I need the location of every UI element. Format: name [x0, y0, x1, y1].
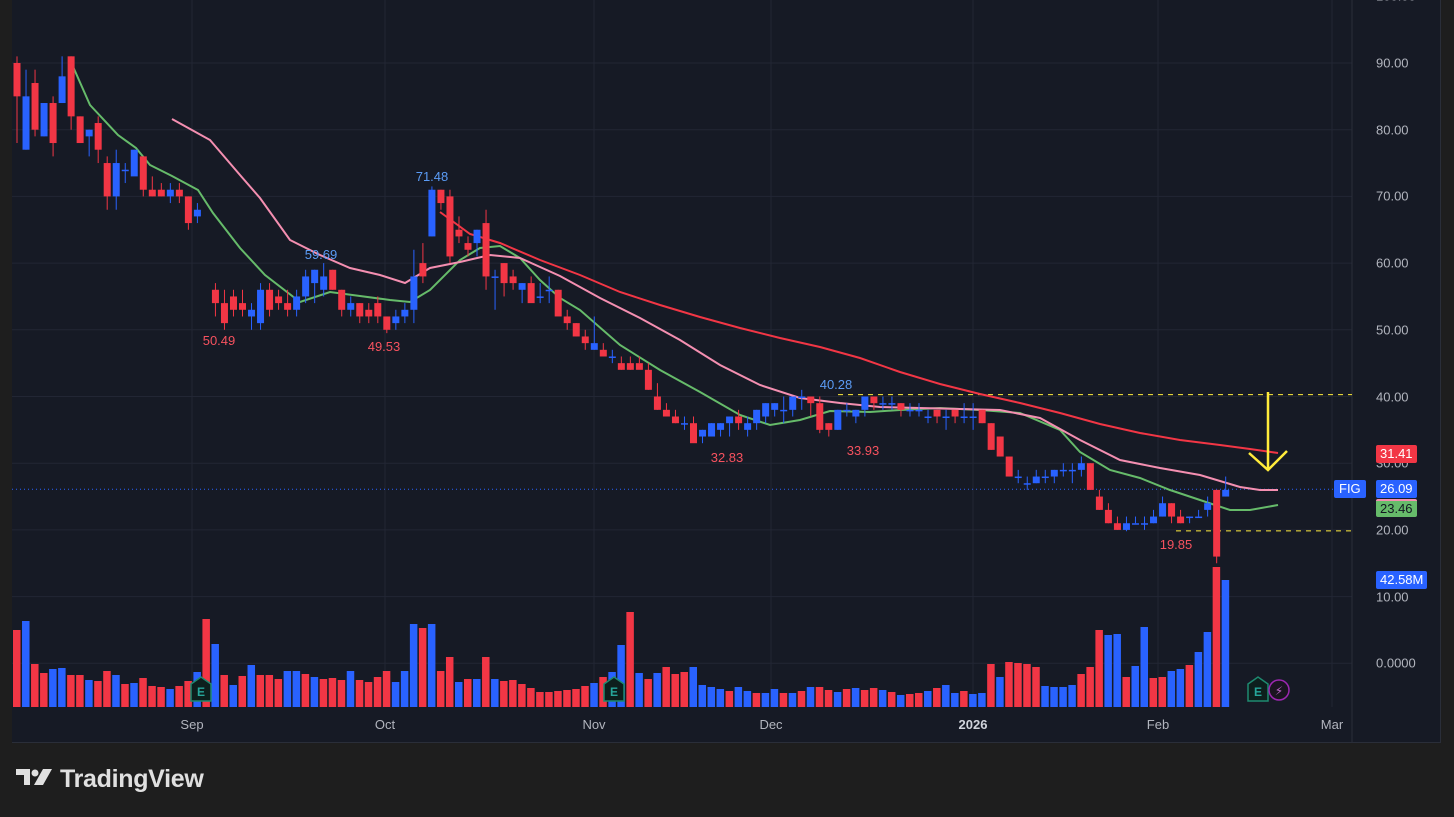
y-axis-label: 20.00 [1376, 522, 1409, 538]
sma-long-line [439, 211, 1279, 454]
price-chart[interactable]: E E E ⚡ [12, 0, 1440, 742]
ema-mid-line [171, 118, 1278, 491]
x-axis-label: Nov [582, 717, 606, 732]
svg-text:E: E [197, 685, 205, 699]
volume-tag[interactable]: 42.58M [1376, 571, 1428, 589]
y-axis-label: 50.00 [1376, 322, 1409, 338]
earnings-marker-icon[interactable]: E [190, 676, 212, 702]
symbol-label[interactable]: FIG [1334, 480, 1366, 499]
chart-frame[interactable]: E E E ⚡ 100.00 90.00 80.00 70.00 60.00 50.00 40.0… [12, 0, 1441, 743]
low-price-label: 33.93 [846, 442, 880, 458]
x-axis-label: Oct [374, 717, 396, 732]
tradingview-wordmark: TradingView [60, 765, 204, 793]
high-price-label: 59.69 [304, 247, 338, 263]
volume-bars [13, 567, 1230, 707]
x-axis-label: Sep [180, 717, 204, 732]
svg-text:⚡: ⚡ [1275, 684, 1283, 698]
svg-text:E: E [1254, 685, 1262, 699]
y-axis-label: 40.00 [1376, 389, 1409, 404]
earnings-marker-icon[interactable]: E [603, 676, 625, 702]
x-axis-label: 2026 [958, 717, 988, 732]
last-price-tag[interactable]: 26.09 [1376, 480, 1417, 499]
tradingview-brand[interactable]: TradingView [16, 765, 204, 794]
x-axis-label: Dec [759, 717, 783, 732]
y-axis-label: 100.00 [1376, 0, 1416, 4]
low-price-label: 32.83 [710, 450, 744, 466]
x-axis-label: Mar [1320, 717, 1344, 732]
arrow-annotation[interactable] [1248, 392, 1288, 472]
y-axis-label: 70.00 [1376, 188, 1409, 204]
low-price-label: 49.53 [367, 338, 401, 354]
x-axis-label: Feb [1146, 717, 1170, 732]
earnings-marker-icon[interactable]: E [1247, 676, 1269, 702]
y-axis-label: 10.00 [1376, 589, 1409, 605]
high-price-label: 71.48 [415, 168, 449, 184]
candles [13, 56, 1230, 564]
svg-text:E: E [610, 685, 618, 699]
low-price-label: 50.49 [202, 332, 236, 348]
y-axis-label: 0.0000 [1376, 655, 1416, 671]
low-price-label: 19.85 [1159, 536, 1193, 552]
y-axis-label: 60.00 [1376, 255, 1409, 271]
ema-green-tag[interactable]: 23.46 [1376, 499, 1417, 517]
tradingview-logo-icon [16, 768, 52, 785]
ema-short-line [70, 61, 1279, 511]
y-axis-label: 90.00 [1376, 55, 1409, 71]
y-axis-label: 80.00 [1376, 122, 1409, 138]
sma-red-tag[interactable]: 31.41 [1376, 444, 1417, 463]
dividend-flash-icon[interactable]: ⚡ [1268, 679, 1290, 701]
high-price-label: 40.28 [819, 376, 853, 392]
